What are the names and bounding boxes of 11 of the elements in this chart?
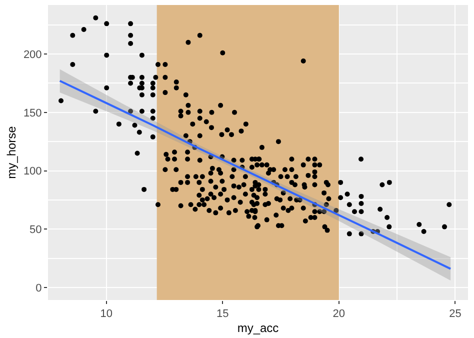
x-tick-label: 25 [449, 308, 462, 320]
x-tick-label: 10 [100, 308, 112, 320]
y-tick-label: 50 [30, 224, 42, 236]
x-tick-label: 15 [216, 308, 229, 320]
x-tick-label: 20 [332, 308, 346, 320]
x-axis-title: my_acc [237, 321, 279, 336]
y-tick-label: 100 [23, 166, 42, 178]
y-tick-label: 200 [23, 48, 42, 61]
y-tick-label: 150 [23, 107, 42, 120]
y-axis-title: my_horse [4, 126, 19, 179]
y-tick-label: 0 [36, 282, 42, 294]
